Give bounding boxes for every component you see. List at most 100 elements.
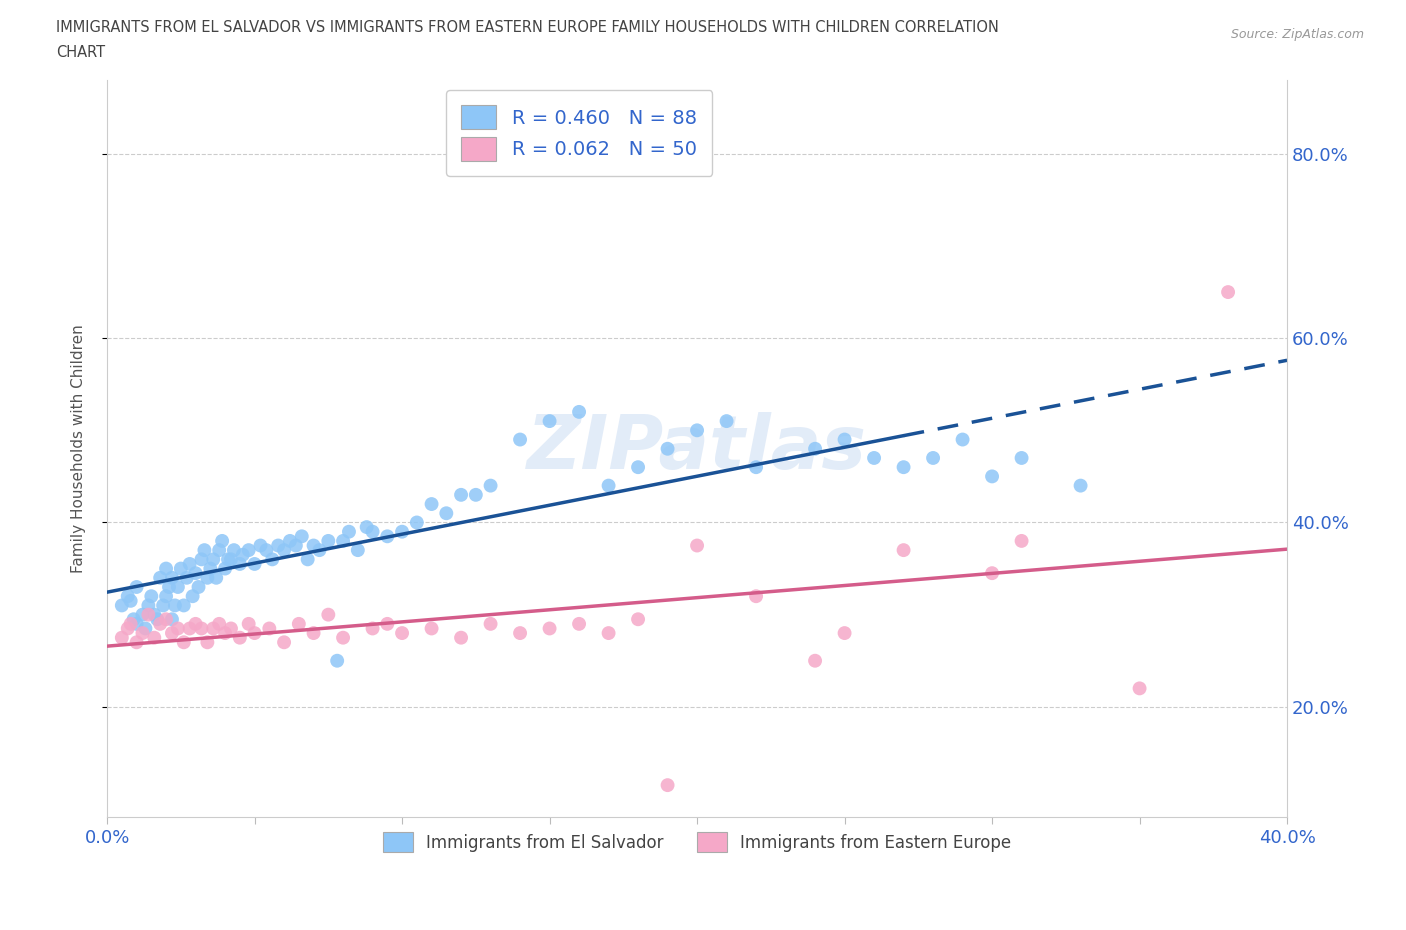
Point	[356, 520, 378, 535]
Point	[167, 579, 190, 594]
Point	[420, 621, 443, 636]
Point	[111, 631, 134, 645]
Point	[190, 551, 212, 566]
Point	[278, 534, 301, 549]
Point	[179, 556, 201, 571]
Point	[217, 551, 239, 566]
Point	[219, 621, 242, 636]
Point	[479, 617, 502, 631]
Point	[181, 589, 204, 604]
Point	[249, 538, 271, 553]
Point	[167, 621, 190, 636]
Point	[361, 525, 384, 539]
Point	[509, 432, 531, 447]
Point	[346, 543, 368, 558]
Point	[302, 538, 325, 553]
Point	[190, 621, 212, 636]
Point	[308, 543, 330, 558]
Point	[179, 621, 201, 636]
Point	[332, 631, 354, 645]
Point	[1011, 534, 1033, 549]
Point	[238, 543, 260, 558]
Point	[745, 459, 768, 474]
Point	[193, 543, 215, 558]
Point	[160, 626, 183, 641]
Point	[238, 617, 260, 631]
Point	[716, 414, 738, 429]
Point	[893, 459, 915, 474]
Point	[1011, 450, 1033, 465]
Point	[195, 635, 218, 650]
Point	[627, 612, 650, 627]
Point	[627, 459, 650, 474]
Point	[143, 607, 166, 622]
Point	[208, 617, 231, 631]
Point	[202, 551, 225, 566]
Point	[834, 626, 856, 641]
Point	[434, 506, 457, 521]
Point	[200, 561, 222, 576]
Point	[195, 570, 218, 585]
Point	[254, 543, 277, 558]
Point	[259, 621, 281, 636]
Point	[187, 579, 209, 594]
Point	[131, 607, 153, 622]
Point	[111, 598, 134, 613]
Point	[834, 432, 856, 447]
Point	[125, 617, 148, 631]
Point	[163, 598, 186, 613]
Point	[568, 405, 591, 419]
Point	[1129, 681, 1152, 696]
Point	[302, 626, 325, 641]
Point	[804, 653, 827, 668]
Point	[657, 442, 679, 457]
Point	[893, 543, 915, 558]
Point	[229, 556, 252, 571]
Text: CHART: CHART	[56, 45, 105, 60]
Point	[804, 442, 827, 457]
Point	[146, 612, 169, 627]
Point	[273, 543, 295, 558]
Point	[450, 487, 472, 502]
Point	[184, 617, 207, 631]
Point	[952, 432, 974, 447]
Point	[598, 626, 620, 641]
Point	[149, 570, 172, 585]
Point	[170, 561, 193, 576]
Point	[391, 525, 413, 539]
Legend: Immigrants from El Salvador, Immigrants from Eastern Europe: Immigrants from El Salvador, Immigrants …	[374, 824, 1019, 860]
Point	[134, 621, 156, 636]
Point	[326, 653, 349, 668]
Text: IMMIGRANTS FROM EL SALVADOR VS IMMIGRANTS FROM EASTERN EUROPE FAMILY HOUSEHOLDS : IMMIGRANTS FROM EL SALVADOR VS IMMIGRANT…	[56, 20, 1000, 35]
Point	[509, 626, 531, 641]
Point	[219, 551, 242, 566]
Point	[262, 551, 284, 566]
Point	[479, 478, 502, 493]
Point	[538, 621, 561, 636]
Text: ZIPatlas: ZIPatlas	[527, 412, 868, 485]
Y-axis label: Family Households with Children: Family Households with Children	[72, 325, 86, 573]
Point	[232, 547, 254, 562]
Point	[375, 529, 398, 544]
Point	[160, 612, 183, 627]
Point	[155, 561, 177, 576]
Point	[863, 450, 886, 465]
Point	[125, 579, 148, 594]
Point	[222, 543, 245, 558]
Point	[117, 621, 139, 636]
Point	[211, 534, 233, 549]
Point	[291, 529, 314, 544]
Point	[267, 538, 290, 553]
Point	[202, 621, 225, 636]
Point	[155, 589, 177, 604]
Point	[120, 593, 142, 608]
Point	[125, 635, 148, 650]
Point	[149, 617, 172, 631]
Point	[420, 497, 443, 512]
Point	[686, 423, 709, 438]
Point	[361, 621, 384, 636]
Point	[405, 515, 427, 530]
Point	[152, 598, 174, 613]
Point	[117, 589, 139, 604]
Point	[160, 570, 183, 585]
